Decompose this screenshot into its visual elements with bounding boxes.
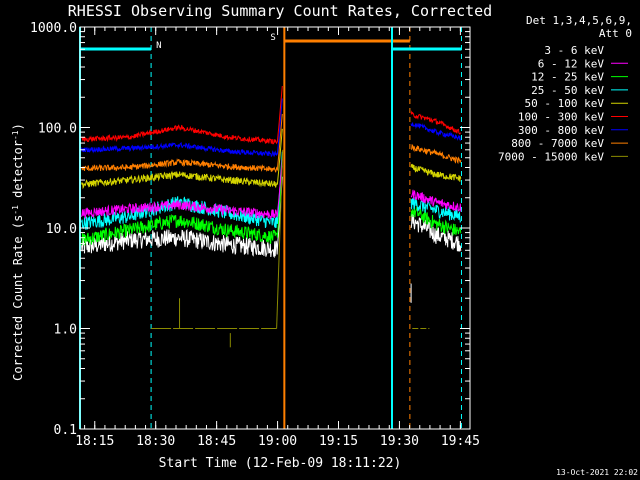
legend-entry-label: 12 - 25 keV <box>531 71 604 84</box>
y-axis-label: Corrected Count Rate (s-1 detector-1) <box>11 123 26 381</box>
y-axis-label-exp1: -1 <box>11 205 20 215</box>
series-line-pre <box>81 128 283 190</box>
legend-header: Att 0 <box>599 27 632 40</box>
interval-night-2 <box>391 27 462 429</box>
series-line-post <box>410 144 462 165</box>
series-line-post <box>410 163 462 182</box>
series-line-post <box>410 212 462 252</box>
x-tick-label: 18:45 <box>197 434 236 449</box>
series-line-post <box>410 110 461 135</box>
series-3 <box>81 158 462 221</box>
x-tick-label: 18:15 <box>75 434 114 449</box>
series-6 <box>81 98 462 158</box>
series-line-pre <box>81 176 283 259</box>
legend-entry-label: 7000 - 15000 keV <box>498 150 604 163</box>
series-line-pre <box>81 158 283 221</box>
legend-header: Det 1,3,4,5,6,9, <box>526 14 632 27</box>
series-line-post <box>410 189 462 212</box>
series-line-post <box>410 205 462 236</box>
legend-entry-label: 25 - 50 keV <box>531 84 604 97</box>
series-7 <box>81 85 461 145</box>
legend-entry-label: 300 - 800 keV <box>518 124 604 137</box>
timestamp: 13-Oct-2021 22:02 <box>556 468 638 477</box>
series-line-post <box>410 122 462 142</box>
series-line-pre <box>81 85 283 145</box>
y-tick-label: 1000.0 <box>30 21 77 36</box>
interval-label: N <box>156 41 161 51</box>
series-flat <box>151 149 430 348</box>
chart-title: RHESSI Observing Summary Count Rates, Co… <box>68 2 492 20</box>
series-line-pre <box>81 165 283 246</box>
series-4 <box>81 128 462 190</box>
y-axis-label-mid: detector <box>11 140 25 205</box>
y-tick-label: 100.0 <box>38 122 77 137</box>
x-tick-label: 19:15 <box>319 434 358 449</box>
series-line-pre <box>81 98 283 158</box>
series-0 <box>81 176 462 259</box>
y-tick-label: 0.1 <box>54 423 77 438</box>
series-flat-rise <box>276 149 284 329</box>
y-tick-label: 1.0 <box>54 323 77 338</box>
legend-entry-label: 6 - 12 keV <box>538 57 605 70</box>
interval-label: S <box>270 33 275 43</box>
y-axis-label-exp2: -1 <box>11 130 20 140</box>
x-tick-label: 18:30 <box>136 434 175 449</box>
y-tick-label: 10.0 <box>46 222 77 237</box>
series-line-pre <box>81 113 283 173</box>
x-tick-label: 19:45 <box>441 434 480 449</box>
series-5 <box>81 113 462 173</box>
legend-entry-label: 100 - 300 keV <box>518 111 604 124</box>
x-axis-label: Start Time (12-Feb-09 18:11:22) <box>159 456 402 471</box>
legend-entry-label: 3 - 6 keV <box>544 44 604 57</box>
legend-entry-label: 50 - 100 keV <box>525 97 605 110</box>
series-2 <box>81 151 462 230</box>
interval-saa-1: S <box>270 27 411 429</box>
axes: 0.1 1.0 10.0 100.0 1000.0 18:15 18:30 18:45 19:0… <box>30 21 480 449</box>
series-1 <box>81 165 462 246</box>
series-line-post <box>410 197 462 224</box>
plot-area: NS <box>79 27 462 429</box>
y-axis-label-prefix: Corrected Count Rate (s <box>11 215 25 381</box>
x-tick-label: 19:00 <box>258 434 297 449</box>
y-axis-label-suffix: ) <box>11 123 25 130</box>
x-tick-label: 19:30 <box>380 434 419 449</box>
legend-entry-label: 800 - 7000 keV <box>511 137 604 150</box>
